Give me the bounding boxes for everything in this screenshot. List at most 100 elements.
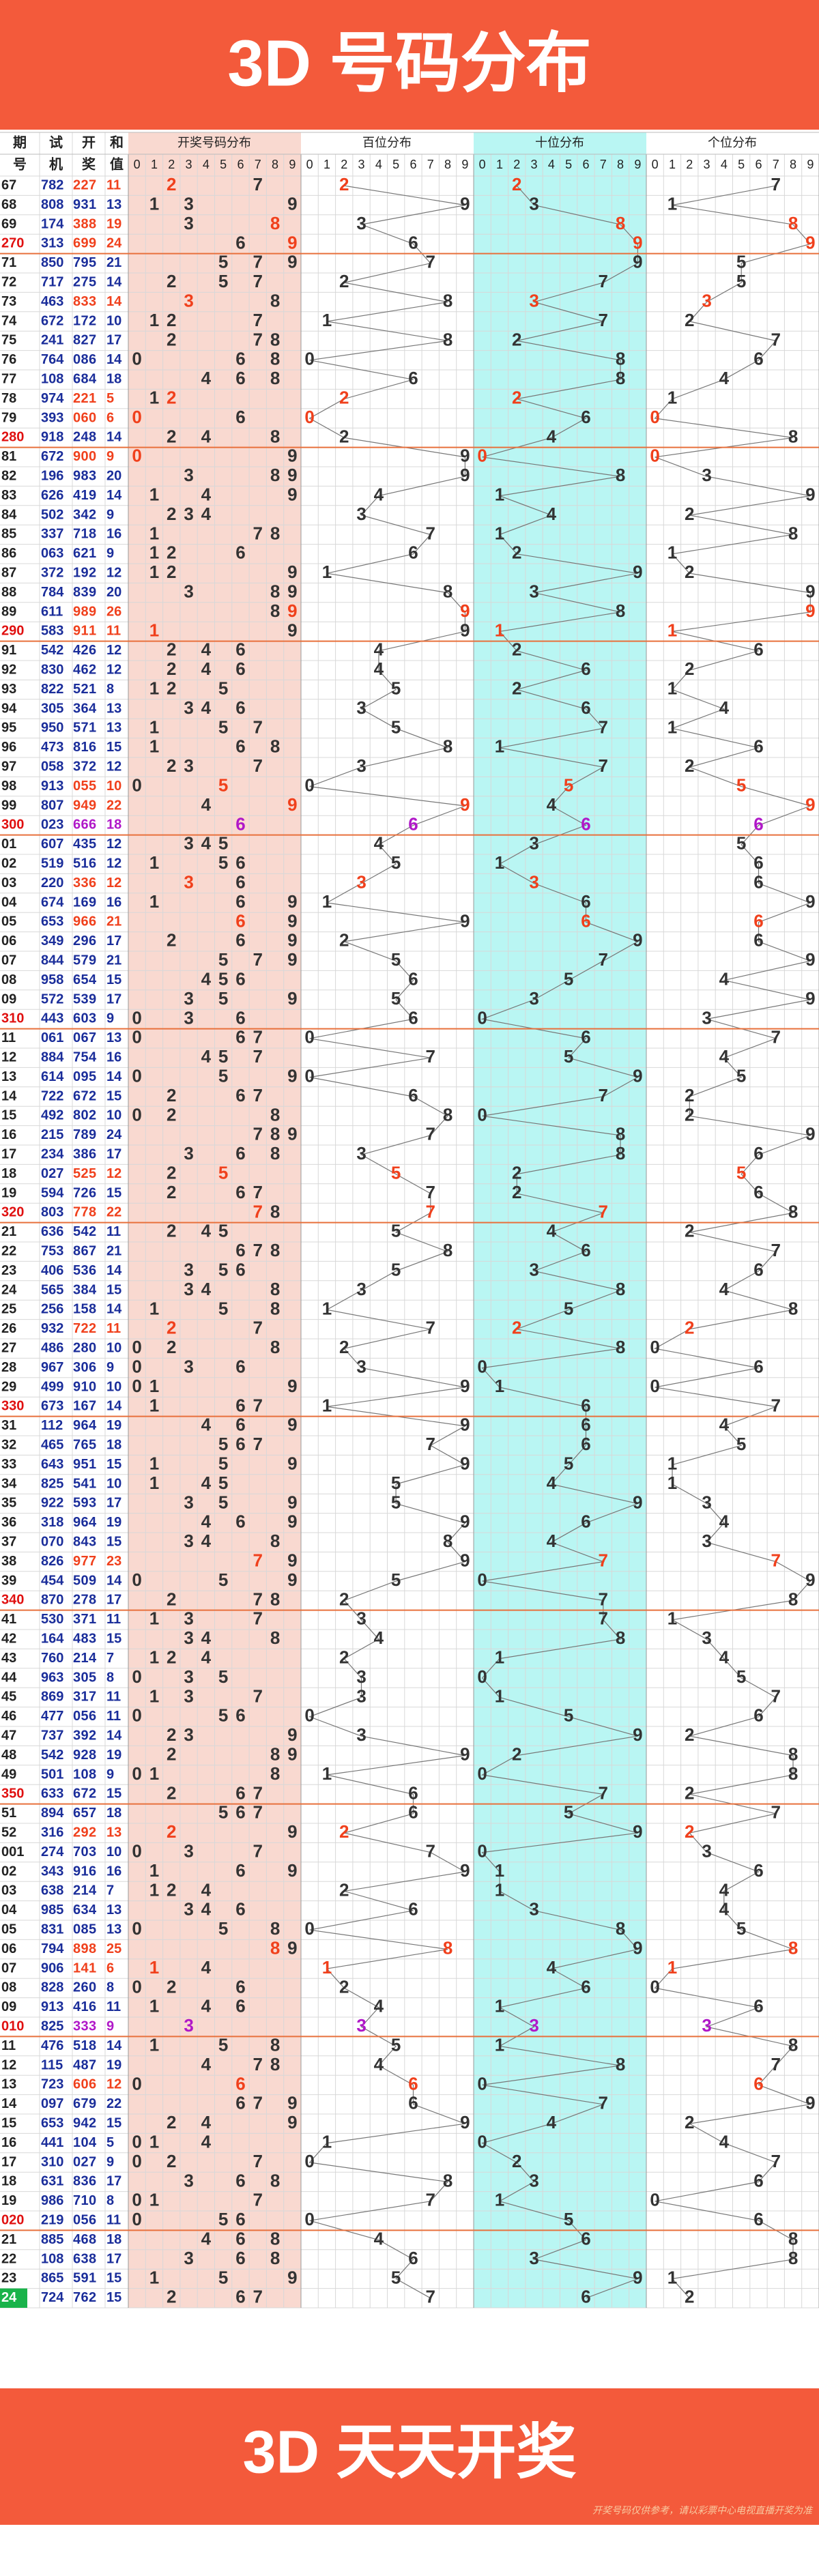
trial-number: 476 bbox=[41, 2038, 63, 2053]
draw-digit: 9 bbox=[73, 2115, 81, 2130]
position-digit: 2 bbox=[512, 1182, 521, 1202]
position-digit: 5 bbox=[391, 1569, 401, 1590]
draw-digit: 9 bbox=[73, 1554, 81, 1569]
distribution-digit: 6 bbox=[235, 349, 245, 369]
draw-digit: 4 bbox=[89, 701, 97, 716]
position-digit: 4 bbox=[719, 697, 730, 718]
distribution-digit: 3 bbox=[184, 504, 193, 524]
sum: 21 bbox=[106, 914, 121, 929]
period: 23 bbox=[1, 2271, 16, 2286]
draw-digit: 8 bbox=[81, 216, 89, 231]
distribution-digit: 8 bbox=[270, 1763, 280, 1784]
position-digit: 0 bbox=[304, 775, 314, 795]
distribution-digit: 1 bbox=[149, 387, 159, 407]
draw-digit: 7 bbox=[73, 2290, 81, 2305]
position-digit: 5 bbox=[391, 1162, 401, 1183]
trial-number: 108 bbox=[41, 371, 63, 386]
period: 46 bbox=[1, 1709, 16, 1724]
period: 11 bbox=[1, 2038, 16, 2053]
position-digit: 7 bbox=[599, 1550, 608, 1570]
period: 99 bbox=[1, 798, 16, 813]
sum: 17 bbox=[106, 934, 121, 949]
position-digit: 5 bbox=[564, 1802, 573, 1823]
trial-number: 674 bbox=[41, 895, 64, 910]
position-digit: 1 bbox=[667, 193, 677, 214]
position-digit: 8 bbox=[616, 1124, 625, 1144]
draw-digit: 5 bbox=[89, 1166, 96, 1181]
trial-number: 870 bbox=[41, 1593, 63, 1608]
draw-digit: 0 bbox=[73, 2154, 81, 2169]
draw-digit: 6 bbox=[89, 1146, 96, 1161]
sum: 14 bbox=[106, 1573, 122, 1588]
distribution-digit: 0 bbox=[132, 1705, 141, 1726]
trial-number: 963 bbox=[41, 1670, 63, 1685]
period: 09 bbox=[1, 992, 16, 1007]
digit-header: 9 bbox=[289, 158, 296, 171]
distribution-digit: 6 bbox=[235, 407, 245, 427]
digit-header: 0 bbox=[134, 158, 141, 171]
draw-digit: 7 bbox=[89, 1243, 96, 1258]
position-digit: 1 bbox=[495, 1647, 504, 1667]
sum: 13 bbox=[106, 197, 121, 212]
position-digit: 4 bbox=[719, 968, 730, 989]
draw-digit: 8 bbox=[89, 216, 96, 231]
period: 41 bbox=[1, 1612, 16, 1627]
sum: 22 bbox=[106, 2096, 121, 2111]
distribution-digit: 2 bbox=[167, 271, 176, 291]
position-digit: 6 bbox=[408, 1007, 418, 1028]
distribution-digit: 6 bbox=[235, 1356, 245, 1376]
distribution-digit: 1 bbox=[149, 1879, 159, 1900]
distribution-digit: 9 bbox=[287, 1569, 297, 1590]
distribution-digit: 5 bbox=[218, 1065, 228, 1086]
period: 04 bbox=[1, 895, 17, 910]
position-digit: 0 bbox=[650, 1976, 659, 1997]
distribution-digit: 5 bbox=[218, 1918, 228, 1939]
period: 15 bbox=[1, 2115, 16, 2130]
distribution-digit: 1 bbox=[149, 891, 159, 912]
trial-number: 027 bbox=[41, 1166, 63, 1181]
trial-number: 636 bbox=[41, 1224, 63, 1239]
digit-header: 2 bbox=[341, 158, 347, 171]
position-digit: 7 bbox=[426, 2190, 435, 2210]
position-digit: 7 bbox=[426, 1840, 435, 1861]
trial-number: 985 bbox=[41, 1902, 63, 1917]
trial-number: 830 bbox=[41, 662, 63, 677]
distribution-digit: 1 bbox=[149, 1647, 159, 1667]
distribution-digit: 2 bbox=[167, 639, 176, 660]
distribution-digit: 3 bbox=[184, 290, 193, 310]
draw-digit: 3 bbox=[89, 468, 96, 483]
digit-header: 2 bbox=[513, 158, 520, 171]
sum: 9 bbox=[106, 1011, 114, 1026]
period: 71 bbox=[1, 255, 16, 270]
period: 68 bbox=[1, 197, 16, 212]
draw-digit: 4 bbox=[89, 972, 97, 987]
draw-digit: 9 bbox=[89, 236, 96, 251]
distribution-digit: 7 bbox=[253, 2287, 263, 2307]
distribution-digit: 5 bbox=[218, 1473, 228, 1493]
trial-number: 803 bbox=[41, 1205, 63, 1220]
sum: 24 bbox=[106, 1127, 122, 1142]
sum: 18 bbox=[106, 1437, 121, 1452]
position-digit: 3 bbox=[529, 290, 538, 310]
distribution-digit: 5 bbox=[218, 775, 228, 795]
sum: 13 bbox=[106, 1922, 121, 1937]
distribution-digit: 1 bbox=[149, 678, 159, 698]
distribution-digit: 4 bbox=[201, 1511, 212, 1532]
distribution-digit: 1 bbox=[149, 1996, 159, 2016]
distribution-digit: 1 bbox=[149, 1298, 159, 1318]
draw-digit: 5 bbox=[89, 1069, 96, 1084]
position-digit: 7 bbox=[771, 329, 781, 349]
position-digit: 5 bbox=[391, 678, 401, 698]
position-digit: 5 bbox=[391, 1473, 401, 1493]
draw-digit: 9 bbox=[73, 624, 81, 639]
draw-digit: 3 bbox=[89, 1496, 96, 1511]
distribution-digit: 1 bbox=[149, 523, 159, 543]
sum: 14 bbox=[106, 274, 122, 289]
sum: 16 bbox=[106, 1050, 121, 1065]
trial-number: 372 bbox=[41, 565, 63, 580]
draw-digit: 1 bbox=[81, 624, 89, 639]
position-digit: 2 bbox=[685, 310, 694, 330]
trial-number: 737 bbox=[41, 1728, 63, 1743]
distribution-digit: 5 bbox=[218, 252, 228, 272]
distribution-digit: 7 bbox=[253, 1182, 263, 1202]
